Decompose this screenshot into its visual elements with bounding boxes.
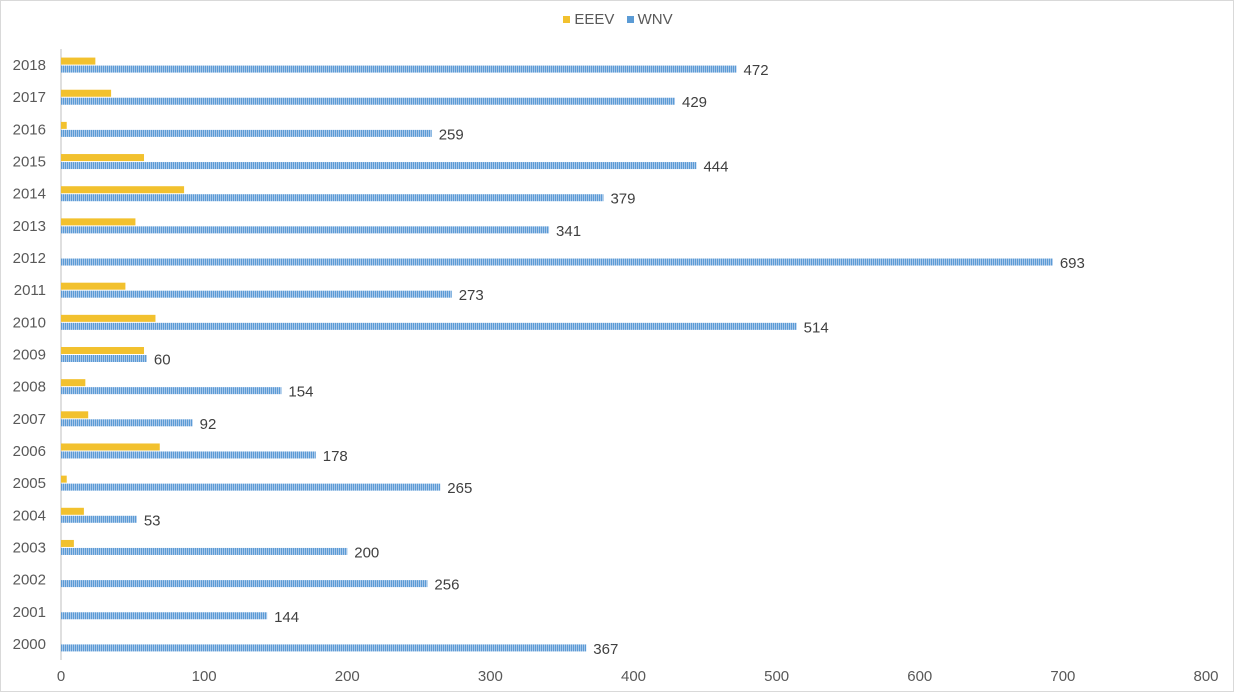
y-tick-label-2009: 2009 [13, 347, 46, 364]
legend-label-wnv: WNV [637, 11, 673, 28]
data-label-wnv-2017: 429 [682, 94, 707, 111]
bar-eeev-2005 [61, 475, 67, 483]
bar-wnv-2010 [61, 322, 797, 330]
data-label-wnv-2006: 178 [323, 448, 348, 465]
legend-swatch-eeev [563, 16, 571, 23]
bar-wnv-2014 [61, 194, 604, 202]
data-label-wnv-2001: 144 [274, 609, 299, 626]
data-label-wnv-2002: 256 [434, 577, 459, 594]
y-tick-label-2002: 2002 [13, 572, 46, 589]
bar-wnv-2007 [61, 419, 193, 427]
bar-eeev-2007 [61, 411, 89, 419]
data-label-wnv-2010: 514 [804, 319, 829, 336]
bar-wnv-2001 [61, 612, 268, 620]
data-label-wnv-2014: 379 [610, 191, 635, 208]
bar-eeev-2017 [61, 89, 112, 97]
x-tick-label-0: 0 [57, 668, 65, 685]
bar-wnv-2012 [61, 258, 1053, 266]
y-tick-label-2011: 2011 [14, 282, 46, 299]
data-label-wnv-2004: 53 [144, 512, 161, 529]
y-tick-label-2006: 2006 [13, 443, 46, 460]
legend-swatch-wnv [626, 16, 634, 23]
bar-eeev-2015 [61, 154, 145, 162]
x-tick-label-800: 800 [1193, 668, 1218, 685]
data-label-wnv-2003: 200 [354, 544, 379, 561]
plot-area: 0 100 200 300 400 500 600 700 800 2000 367 2001 144 2… [13, 49, 1219, 685]
bar-wnv-2002 [61, 580, 428, 588]
bar-eeev-2004 [61, 507, 84, 515]
x-tick-label-200: 200 [335, 668, 360, 685]
bar-eeev-2014 [61, 186, 185, 194]
data-label-wnv-2012: 693 [1060, 255, 1085, 272]
y-tick-label-2012: 2012 [13, 250, 46, 267]
y-tick-label-2010: 2010 [13, 314, 46, 331]
bar-wnv-2008 [61, 387, 282, 395]
bar-wnv-2005 [61, 483, 441, 491]
bar-wnv-2004 [61, 515, 137, 523]
y-tick-label-2007: 2007 [13, 411, 46, 428]
y-tick-label-2013: 2013 [13, 218, 46, 235]
legend: EEEV WNV [1, 11, 1234, 28]
y-tick-label-2016: 2016 [13, 121, 46, 138]
bar-eeev-2010 [61, 314, 156, 322]
x-tick-label-500: 500 [764, 668, 789, 685]
data-label-wnv-2011: 273 [459, 287, 484, 304]
bar-eeev-2011 [61, 282, 126, 290]
data-label-wnv-2016: 259 [439, 126, 464, 143]
y-tick-label-2014: 2014 [13, 186, 46, 203]
y-tick-label-2001: 2001 [13, 604, 46, 621]
bar-eeev-2013 [61, 218, 136, 226]
legend-item-wnv: WNV [626, 11, 673, 28]
y-tick-label-2004: 2004 [13, 507, 46, 524]
data-label-wnv-2018: 472 [744, 62, 769, 79]
x-tick-label-700: 700 [1050, 668, 1075, 685]
bar-wnv-2006 [61, 451, 316, 459]
bar-eeev-2008 [61, 379, 86, 387]
bar-wnv-2011 [61, 290, 452, 298]
bar-eeev-2018 [61, 57, 96, 65]
data-label-wnv-2000: 367 [593, 641, 618, 658]
bar-wnv-2000 [61, 644, 587, 652]
bar-wnv-2009 [61, 355, 147, 362]
x-tick-label-100: 100 [192, 668, 217, 685]
bar-eeev-2016 [61, 121, 67, 129]
bar-eeev-2006 [61, 443, 160, 451]
bar-wnv-2018 [61, 65, 737, 73]
y-tick-label-2015: 2015 [13, 154, 46, 171]
x-tick-label-400: 400 [621, 668, 646, 685]
legend-item-eeev: EEEV [563, 11, 614, 28]
y-tick-label-2000: 2000 [13, 636, 46, 653]
x-tick-label-300: 300 [478, 668, 503, 685]
data-label-wnv-2009: 60 [154, 352, 171, 369]
bar-wnv-2017 [61, 97, 676, 105]
x-tick-label-600: 600 [907, 668, 932, 685]
bar-wnv-2003 [61, 547, 348, 555]
bar-eeev-2009 [61, 347, 145, 354]
y-tick-label-2008: 2008 [13, 379, 46, 396]
bar-wnv-2016 [61, 129, 432, 137]
y-tick-label-2005: 2005 [13, 475, 46, 492]
data-label-wnv-2008: 154 [288, 384, 313, 401]
y-tick-label-2018: 2018 [13, 57, 46, 74]
legend-label-eeev: EEEV [574, 11, 615, 28]
data-label-wnv-2013: 341 [556, 223, 581, 240]
bar-eeev-2003 [61, 539, 74, 547]
data-label-wnv-2005: 265 [447, 480, 472, 497]
y-tick-label-2003: 2003 [13, 539, 46, 556]
y-tick-label-2017: 2017 [13, 89, 46, 106]
bar-wnv-2015 [61, 162, 697, 170]
data-label-wnv-2007: 92 [200, 416, 217, 433]
bar-wnv-2013 [61, 226, 550, 234]
data-label-wnv-2015: 444 [703, 159, 728, 176]
